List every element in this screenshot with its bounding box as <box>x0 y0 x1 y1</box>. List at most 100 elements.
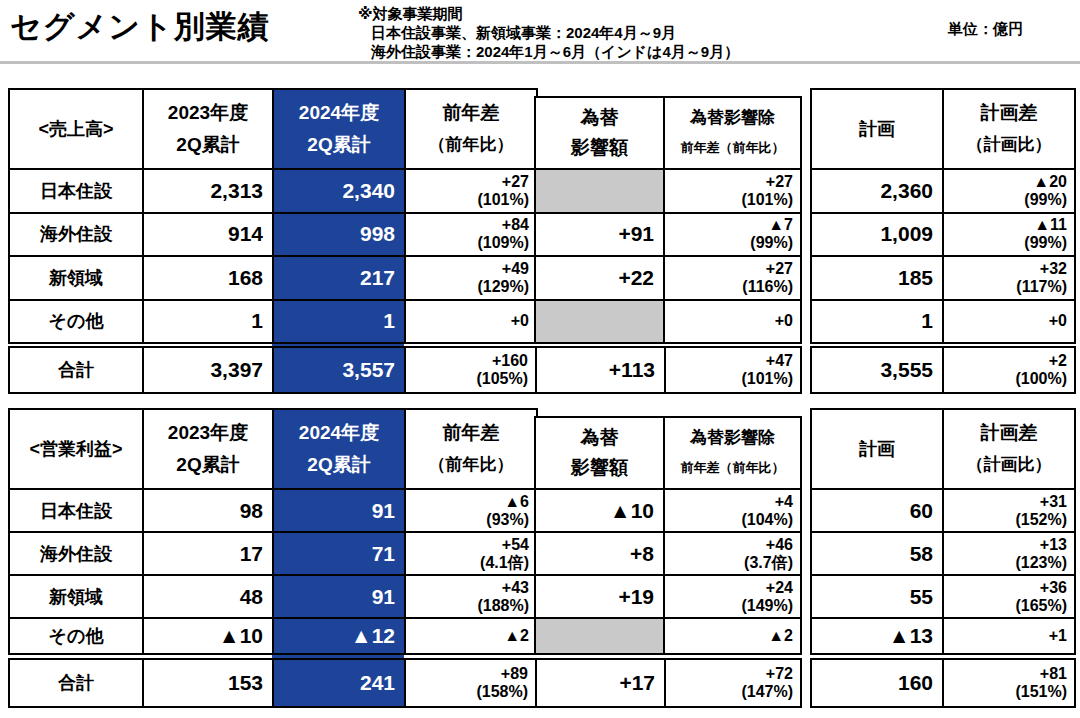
col-header-line2: 2Q累計 <box>176 455 239 475</box>
fy2024-cell: ▲12 <box>272 617 404 653</box>
col-header-line2: 2Q累計 <box>307 455 370 475</box>
fy2024-cell: 71 <box>272 531 404 574</box>
diff-value: +160 <box>492 352 528 370</box>
diff-value: +54 <box>502 536 529 554</box>
diff-value: +72 <box>766 665 793 683</box>
col-header-line1: 前年差 <box>443 103 500 123</box>
diff-value: +27 <box>502 173 529 191</box>
col-header-fy2024: 2024年度 2Q累計 <box>272 90 404 168</box>
col-header-yoy: 前年差 （前年比） <box>404 410 536 488</box>
yoy-cell: +54 (4.1倍) <box>404 531 536 574</box>
fy2024-cell: 241 <box>272 660 404 706</box>
col-header-yoy: 前年差 （前年比） <box>404 90 536 168</box>
fy2023-cell: 3,397 <box>142 348 272 392</box>
ratio-value: (188%) <box>477 597 529 615</box>
sales-total-plan-row: 3,555 +2 (100%) <box>810 346 1076 394</box>
diff-value: +1 <box>1049 627 1067 645</box>
fx-empty-cell <box>536 617 663 653</box>
row-label: 合計 <box>10 660 142 706</box>
sales-fx-table: 為替 影響額 為替影響除 前年差（前年比） +27 (101%) +91 ▲7 … <box>534 96 802 344</box>
diff-value: +81 <box>1040 665 1067 683</box>
fy2024-cell: 998 <box>272 212 404 256</box>
diff-value: ▲6 <box>504 493 529 511</box>
plan-diff-cell: +0 <box>942 299 1074 343</box>
fy2024-cell: 2,340 <box>272 168 404 212</box>
yoy-cell: +160 (105%) <box>404 348 535 392</box>
ratio-value: (117%) <box>1016 278 1067 296</box>
fy2023-cell: 17 <box>142 531 272 574</box>
diff-value: +43 <box>502 579 529 597</box>
diff-value: +4 <box>775 493 793 511</box>
diff-value: ▲2 <box>504 627 529 645</box>
fy2023-cell: 1 <box>142 299 272 343</box>
plan-cell: 185 <box>812 255 942 299</box>
ratio-value: (3.7倍) <box>744 554 793 572</box>
fy2023-cell: 98 <box>142 488 272 531</box>
profit-table-title: <営業利益> <box>10 410 142 488</box>
col-header-line1: 為替影響除 <box>690 108 775 128</box>
row-label: その他 <box>10 299 142 343</box>
col-header-fx: 為替 影響額 <box>536 418 663 488</box>
page-title: セグメント別業績 <box>10 6 270 48</box>
diff-value: +84 <box>502 216 529 234</box>
diff-value: +49 <box>502 260 529 278</box>
sales-total-row: 合計 3,397 3,557 +160 (105%) +113 +47 (101… <box>8 346 802 394</box>
ratio-value: (109%) <box>477 234 529 252</box>
col-header-plan: 計画 <box>812 410 942 488</box>
yoy-cell: +0 <box>404 299 536 343</box>
fy2024-cell: 91 <box>272 488 404 531</box>
plan-diff-cell: +1 <box>942 617 1074 653</box>
plan-diff-cell: ▲20 (99%) <box>942 168 1074 212</box>
profit-total-plan-row: 160 +81 (151%) <box>810 658 1076 708</box>
fx-excluded-cell: +24 (149%) <box>663 574 800 617</box>
col-header-line1: 為替影響除 <box>690 428 775 448</box>
diff-value: +36 <box>1040 579 1067 597</box>
diff-value: ▲7 <box>768 216 793 234</box>
diff-value: +0 <box>1049 312 1067 330</box>
ratio-value: (104%) <box>741 511 793 529</box>
row-label: 海外住設 <box>10 212 142 256</box>
diff-value: ▲11 <box>1034 216 1067 234</box>
ratio-value: (105%) <box>476 370 528 388</box>
fx-excluded-cell: ▲7 (99%) <box>663 212 800 256</box>
sales-table-title: <売上高> <box>10 90 142 168</box>
col-header-line1: 為替 <box>581 428 619 448</box>
ratio-value: (100%) <box>1015 370 1067 388</box>
diff-value: +89 <box>501 665 528 683</box>
fx-excluded-cell: +27 (101%) <box>663 168 800 212</box>
ratio-value: (123%) <box>1015 554 1067 572</box>
plan-cell: 2,360 <box>812 168 942 212</box>
ratio-value: (152%) <box>1015 511 1067 529</box>
diff-value: +27 <box>766 173 793 191</box>
ratio-value: (129%) <box>477 278 529 296</box>
yoy-cell: ▲6 (93%) <box>404 488 536 531</box>
row-label: 合計 <box>10 348 142 392</box>
col-header-line2: 2Q累計 <box>176 135 239 155</box>
col-header-fy2023: 2023年度 2Q累計 <box>142 90 272 168</box>
plan-cell: 3,555 <box>812 348 942 392</box>
fx-excluded-cell: +4 (104%) <box>663 488 800 531</box>
col-header-line1: 2024年度 <box>299 103 379 123</box>
ratio-value: (147%) <box>741 683 793 701</box>
plan-diff-cell: +32 (117%) <box>942 255 1074 299</box>
ratio-value: (4.1倍) <box>480 554 529 572</box>
ratio-value: (149%) <box>741 597 793 615</box>
fy2023-cell: 914 <box>142 212 272 256</box>
fx-excluded-cell: +72 (147%) <box>664 660 800 706</box>
unit-label: 単位：億円 <box>948 20 1023 39</box>
col-header-line2: 前年差（前年比） <box>681 458 785 478</box>
col-header-fy2023: 2023年度 2Q累計 <box>142 410 272 488</box>
col-header-line1: 2024年度 <box>299 423 379 443</box>
col-header-line1: 為替 <box>581 108 619 128</box>
sales-table: <売上高> 2023年度 2Q累計 2024年度 2Q累計 前年差 （前年比） … <box>8 88 538 344</box>
plan-cell: 58 <box>812 531 942 574</box>
col-header-line2: （前年比） <box>429 455 514 475</box>
row-label: 日本住設 <box>10 168 142 212</box>
col-header-fx-excluded: 為替影響除 前年差（前年比） <box>663 418 800 488</box>
col-header-plan-diff: 計画差 （計画比） <box>942 90 1074 168</box>
fx-excluded-cell: +0 <box>663 299 800 343</box>
diff-value: +13 <box>1040 536 1067 554</box>
plan-diff-cell: +2 (100%) <box>942 348 1074 392</box>
ratio-value: (165%) <box>1015 597 1067 615</box>
plan-cell: 1 <box>812 299 942 343</box>
